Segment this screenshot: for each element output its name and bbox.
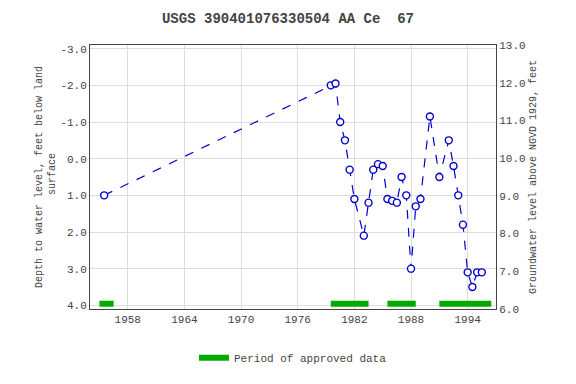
svg-text:Groundwater level above NGVD 1: Groundwater level above NGVD 1929, feet	[528, 60, 539, 294]
svg-text:3.0: 3.0	[67, 264, 87, 276]
svg-text:10.0: 10.0	[499, 153, 525, 165]
svg-text:6.0: 6.0	[499, 304, 519, 316]
svg-text:1994: 1994	[454, 314, 481, 326]
svg-text:7.0: 7.0	[499, 266, 519, 278]
svg-text:4.0: 4.0	[67, 300, 87, 312]
svg-text:11.0: 11.0	[499, 115, 525, 127]
svg-text:13.0: 13.0	[499, 40, 525, 52]
svg-text:8.0: 8.0	[499, 228, 519, 240]
svg-text:9.0: 9.0	[499, 191, 519, 203]
svg-text:-2.0: -2.0	[60, 80, 86, 92]
svg-text:1976: 1976	[285, 314, 311, 326]
svg-text:0.0: 0.0	[67, 154, 87, 166]
svg-text:1970: 1970	[228, 314, 254, 326]
svg-text:2.0: 2.0	[67, 227, 87, 239]
svg-text:12.0: 12.0	[499, 78, 525, 90]
svg-text:-1.0: -1.0	[60, 117, 86, 129]
svg-text:1.0: 1.0	[67, 190, 87, 202]
svg-text:Depth to water level, feet bel: Depth to water level, feet below land su…	[34, 66, 58, 288]
svg-text:USGS 390401076330504 AA Ce 67: USGS 390401076330504 AA Ce 67	[162, 11, 414, 27]
svg-text:1982: 1982	[341, 314, 367, 326]
svg-text:Period of approved data: Period of approved data	[234, 353, 386, 365]
svg-text:1964: 1964	[171, 314, 198, 326]
svg-text:1958: 1958	[115, 314, 141, 326]
svg-text:1988: 1988	[398, 314, 424, 326]
svg-text:-3.0: -3.0	[60, 44, 86, 56]
